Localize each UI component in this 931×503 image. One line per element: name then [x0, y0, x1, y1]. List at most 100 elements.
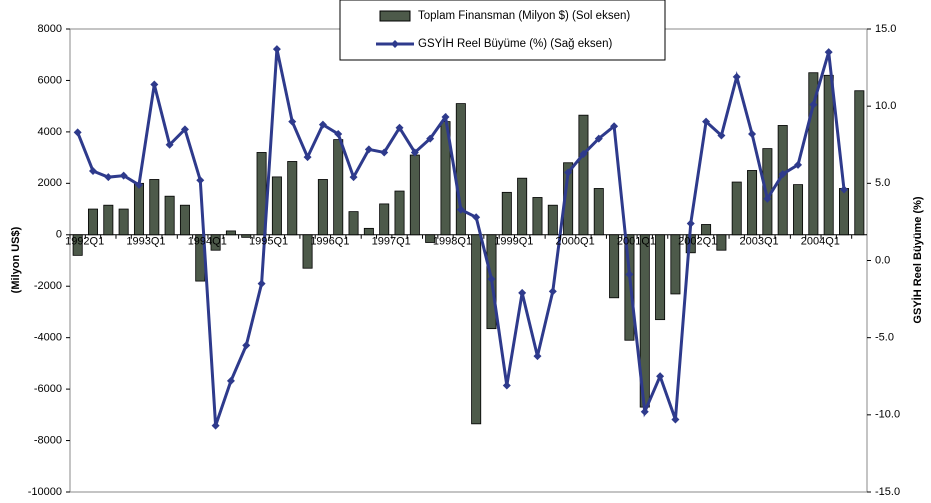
marker: [303, 153, 312, 162]
marker: [717, 131, 726, 140]
bar: [808, 72, 819, 236]
bar: [716, 234, 727, 251]
bar: [731, 181, 742, 236]
marker: [640, 407, 649, 416]
marker: [242, 341, 251, 350]
bar: [394, 190, 405, 236]
x-tick-label: 1997Q1: [372, 236, 411, 248]
bar: [87, 208, 98, 236]
x-tick-label: 2000Q1: [556, 236, 595, 248]
y-tick-label: -6000: [34, 383, 62, 395]
bar: [409, 154, 420, 236]
bar: [179, 204, 190, 236]
x-tick-label: 1992Q1: [65, 236, 104, 248]
x-tick-label: 2004Q1: [801, 236, 840, 248]
marker: [732, 72, 741, 81]
bar: [118, 208, 129, 236]
x-tick-label: 2002Q1: [678, 236, 717, 248]
x-tick-label: 1995Q1: [249, 236, 288, 248]
marker: [395, 123, 404, 132]
legend-label: Toplam Finansman (Milyon $) (Sol eksen): [418, 10, 630, 22]
bar: [609, 234, 620, 299]
marker: [196, 176, 205, 185]
marker: [564, 168, 573, 177]
y-tick-label: -8000: [34, 434, 62, 446]
marker: [625, 270, 634, 279]
bar: [670, 234, 681, 295]
bar: [103, 204, 114, 236]
marker: [272, 45, 281, 54]
marker: [840, 185, 849, 194]
y-axis-label: (Milyon US$): [10, 226, 22, 293]
bar: [854, 90, 865, 236]
bar: [363, 227, 374, 236]
bar: [747, 170, 758, 236]
marker: [410, 148, 419, 157]
marker: [165, 140, 174, 149]
bar: [72, 234, 83, 256]
marker: [824, 48, 833, 57]
y-tick-label: 4000: [38, 126, 62, 138]
bar: [532, 197, 543, 236]
x-tick-label: 2003Q1: [739, 236, 778, 248]
marker: [533, 352, 542, 361]
marker: [134, 180, 143, 189]
bar: [149, 179, 160, 236]
legend-swatch: [379, 10, 411, 22]
bar: [302, 234, 313, 269]
marker: [686, 219, 695, 228]
y2-tick-label: 10.0: [875, 100, 896, 112]
x-tick-label: 2001Q1: [617, 236, 656, 248]
bar: [379, 203, 390, 236]
bar: [578, 114, 589, 236]
marker: [594, 134, 603, 143]
marker: [579, 150, 588, 159]
bar: [271, 176, 282, 236]
marker: [809, 100, 818, 109]
x-tick-label: 1996Q1: [310, 236, 349, 248]
legend-box: [339, 0, 666, 61]
bar: [348, 211, 359, 236]
bar: [471, 234, 482, 425]
legend-label: GSYİH Reel Büyüme (%) (Sağ eksen): [418, 37, 612, 50]
y2-tick-label: -5.0: [875, 332, 894, 344]
y2-tick-label: 5.0: [875, 177, 890, 189]
y-tick-label: 2000: [38, 177, 62, 189]
marker: [441, 112, 450, 121]
bar: [133, 182, 144, 236]
bar: [287, 161, 298, 236]
marker: [778, 170, 787, 179]
bar: [241, 234, 252, 238]
marker: [671, 415, 680, 424]
marker: [364, 145, 373, 154]
marker: [763, 194, 772, 203]
y2-tick-label: 0.0: [875, 254, 890, 266]
marker: [119, 171, 128, 180]
marker: [502, 381, 511, 390]
marker: [104, 173, 113, 182]
marker: [380, 148, 389, 157]
bar: [517, 177, 528, 236]
marker: [334, 129, 343, 138]
marker: [426, 134, 435, 143]
bar: [793, 184, 804, 236]
y-tick-label: 6000: [38, 74, 62, 86]
bar: [164, 195, 175, 236]
x-tick-label: 1998Q1: [433, 236, 472, 248]
bar: [333, 139, 344, 236]
marker: [610, 122, 619, 131]
y2-tick-label: -15.0: [875, 486, 900, 498]
marker: [73, 128, 82, 137]
marker: [518, 288, 527, 297]
bar: [425, 234, 436, 243]
marker: [318, 120, 327, 129]
y-tick-label: 0: [56, 229, 62, 241]
marker: [548, 287, 557, 296]
bar: [823, 74, 834, 236]
x-tick-label: 1994Q1: [188, 236, 227, 248]
y2-tick-label: -10.0: [875, 409, 900, 421]
marker: [288, 117, 297, 126]
marker: [456, 205, 465, 214]
marker: [349, 173, 358, 182]
bar: [317, 179, 328, 236]
